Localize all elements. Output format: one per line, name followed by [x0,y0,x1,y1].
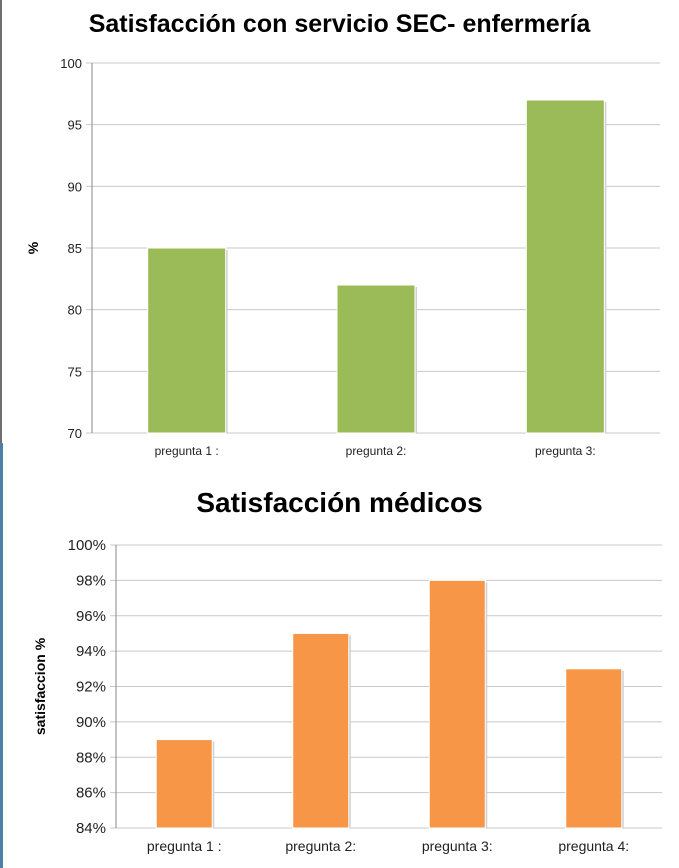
chart-plot-area: 84% 86% 88% 90% 92% 94% 96% 98% 100% satisfaccion… [32,537,662,854]
x-tick-label: pregunta 1 : [147,838,222,854]
y-tick-label: 94% [76,643,106,660]
bar [147,247,227,434]
window-edge [0,0,2,443]
y-tick-label: 98% [76,572,106,589]
bar [336,284,416,434]
bar [428,579,486,829]
x-tick-label: pregunta 3: [422,838,493,854]
y-tick-label: 100 [60,56,82,71]
bar [525,99,605,434]
x-tick-label: pregunta 2: [285,838,356,854]
chart-title: Satisfacción con servicio SEC- enfermerí… [88,10,591,38]
y-tick-label: 92% [76,679,106,696]
y-axis-label: % [25,241,41,254]
y-tick-label: 95 [68,118,82,133]
chart-title: Satisfacción médicos [196,487,483,518]
bar [155,739,213,829]
chart-plot-area: 70 75 80 85 90 95 100% pregunta 1 : pregunta 2: p… [25,56,660,458]
x-tick-label: pregunta 1 : [155,444,219,458]
y-tick-label: 80 [68,303,82,318]
bar [292,632,350,829]
bar [565,668,623,829]
y-tick-label: 85 [68,241,82,256]
y-tick-label: 96% [76,608,106,625]
y-axis-label: satisfaccion % [32,637,48,735]
x-tick-label: pregunta 4: [558,838,629,854]
y-tick-label: 100% [68,537,106,554]
y-tick-label: 90% [76,714,106,731]
y-tick-label: 84% [76,820,106,837]
y-tick-label: 90 [68,179,82,194]
y-tick-label: 86% [76,785,106,802]
x-tick-label: pregunta 3: [535,444,596,458]
window-edge-lower [0,443,3,868]
chart-medicos: Satisfacción médicos 84% 86% 88% 90% 92% 94% 9… [0,443,679,868]
x-tick-label: pregunta 2: [346,444,407,458]
chart-enfermeria: Satisfacción con servicio SEC- enfermerí… [25,10,660,458]
y-tick-label: 88% [76,749,106,766]
y-tick-label: 70 [68,426,82,441]
y-tick-label: 75 [68,364,82,379]
